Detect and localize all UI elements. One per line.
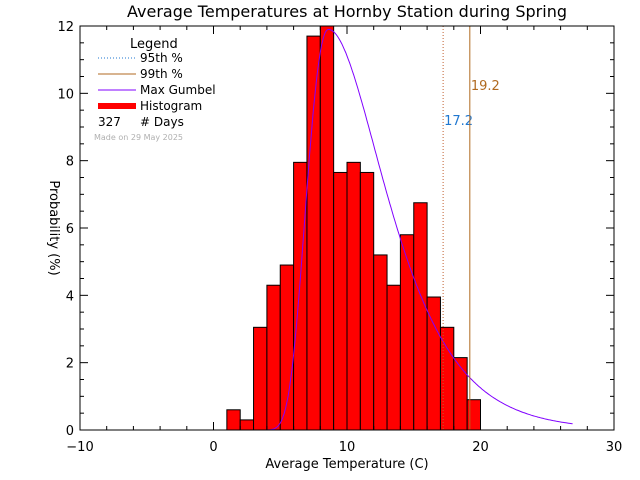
histogram-bar xyxy=(239,419,255,431)
legend-entry-label: 95th % xyxy=(140,51,183,65)
x-tick-label: 20 xyxy=(472,440,489,455)
histogram-bar xyxy=(266,284,281,431)
histogram-bar xyxy=(386,284,401,431)
gumbel-curve xyxy=(229,28,573,431)
percentile-label: 17.2 xyxy=(444,114,473,129)
legend: Legend 95th % 99th % Max Gumbel Histogram 3… xyxy=(94,37,216,142)
histogram-bars xyxy=(226,25,481,431)
histogram-bar xyxy=(413,202,428,431)
y-tick-label: 8 xyxy=(66,155,74,170)
histogram-bar xyxy=(453,357,468,431)
histogram-bar xyxy=(346,161,361,431)
legend-entry-label: 99th % xyxy=(140,67,183,81)
y-tick-label: 0 xyxy=(66,424,74,439)
histogram-bar xyxy=(306,35,321,431)
legend-entry-label: Histogram xyxy=(140,99,202,113)
legend-days-count: 327 xyxy=(98,115,121,129)
histogram-bar xyxy=(293,161,308,431)
histogram-bar xyxy=(373,254,388,431)
y-axis-label: Probability (%) xyxy=(46,180,61,275)
gumbel-curve-layer xyxy=(229,28,573,431)
legend-entry-label: Max Gumbel xyxy=(140,83,216,97)
x-tick-label: 30 xyxy=(606,440,623,455)
x-tick-label: 10 xyxy=(339,440,356,455)
histogram-bar xyxy=(426,296,441,431)
x-tick-label: −10 xyxy=(66,440,93,455)
legend-days-label: # Days xyxy=(140,115,184,129)
histogram-bar xyxy=(333,171,348,431)
y-tick-label: 12 xyxy=(57,20,74,35)
y-tick-label: 4 xyxy=(66,289,74,304)
legend-title: Legend xyxy=(130,37,178,52)
percentile-lines: 17.2 19.2 xyxy=(442,26,500,430)
chart-title: Average Temperatures at Hornby Station d… xyxy=(127,2,567,21)
x-tick-label: 0 xyxy=(209,440,217,455)
y-tick-label: 2 xyxy=(66,357,74,372)
histogram-bar xyxy=(359,171,375,431)
histogram-bar xyxy=(279,264,295,431)
histogram-bar xyxy=(319,25,335,431)
histogram-bar xyxy=(226,409,241,431)
histogram-bar xyxy=(253,326,268,431)
histogram-bar xyxy=(466,399,481,431)
percentile-label: 19.2 xyxy=(471,79,500,94)
x-axis-label: Average Temperature (C) xyxy=(265,457,428,472)
y-tick-label: 10 xyxy=(57,87,74,102)
histogram-bar xyxy=(399,234,415,431)
histogram-bar xyxy=(439,326,455,431)
y-tick-label: 6 xyxy=(66,222,74,237)
made-on-note: Made on 29 May 2025 xyxy=(94,133,183,142)
